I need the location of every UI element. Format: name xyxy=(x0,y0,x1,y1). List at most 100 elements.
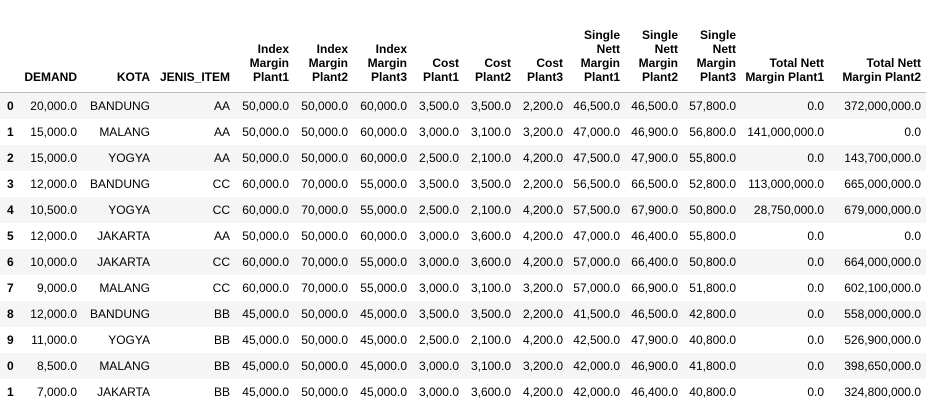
cell-cost-plant1: 3,500.0 xyxy=(418,99,459,113)
cell-single-nett-margin-plant2: 46,400.0 xyxy=(631,229,678,243)
cell-index-margin-plant2: 50,000.0 xyxy=(301,151,348,165)
column-header-cost-plant2: Cost Plant2 xyxy=(464,0,516,93)
cell-jenis-item: BB xyxy=(213,333,230,347)
cell-total-nett-margin-plant2: 372,000,000.0 xyxy=(844,99,921,113)
cell-index-margin-plant2: 70,000.0 xyxy=(301,281,348,295)
cell-kota: JAKARTA xyxy=(97,229,150,243)
cell-cost-plant2: 3,500.0 xyxy=(470,307,511,321)
cell-single-nett-margin-plant3: 50,800.0 xyxy=(689,255,736,269)
cell-index-margin-plant1: 45,000.0 xyxy=(242,359,289,373)
cell-total-nett-margin-plant1: 0.0 xyxy=(807,333,824,347)
column-header-single-nett-margin-plant1: Single Nett Margin Plant1 xyxy=(568,0,625,93)
cell-kota: YOGYA xyxy=(108,333,150,347)
cell-cost-plant3: 4,200.0 xyxy=(522,229,563,243)
cell-total-nett-margin-plant2: 398,650,000.0 xyxy=(844,359,921,373)
cell-index-margin-plant1: 45,000.0 xyxy=(242,307,289,321)
cell-cost-plant3: 2,200.0 xyxy=(522,307,563,321)
row-index: 5 xyxy=(7,229,14,243)
cell-cost-plant1: 3,000.0 xyxy=(418,125,459,139)
cell-cost-plant2: 3,100.0 xyxy=(470,281,511,295)
cell-jenis-item: AA xyxy=(213,99,230,113)
table-row: 9 11,000.0 YOGYA BB 45,000.0 50,000.0 45,000.0… xyxy=(0,327,926,353)
cell-single-nett-margin-plant2: 46,500.0 xyxy=(631,99,678,113)
column-header-index-margin-plant1: Index Margin Plant1 xyxy=(235,0,294,93)
cell-index-margin-plant1: 50,000.0 xyxy=(242,125,289,139)
cell-single-nett-margin-plant1: 57,000.0 xyxy=(573,255,620,269)
cell-single-nett-margin-plant3: 51,800.0 xyxy=(689,281,736,295)
cell-cost-plant2: 3,600.0 xyxy=(470,229,511,243)
cell-demand: 9,000.0 xyxy=(36,281,77,295)
cell-single-nett-margin-plant3: 41,800.0 xyxy=(689,359,736,373)
cell-total-nett-margin-plant1: 0.0 xyxy=(807,359,824,373)
cell-index-margin-plant1: 60,000.0 xyxy=(242,177,289,191)
cell-total-nett-margin-plant1: 0.0 xyxy=(807,281,824,295)
cell-cost-plant2: 3,600.0 xyxy=(470,385,511,399)
cell-index-margin-plant3: 45,000.0 xyxy=(360,333,407,347)
cell-jenis-item: BB xyxy=(213,385,230,399)
column-header-index-margin-plant2: Index Margin Plant2 xyxy=(294,0,353,93)
cell-demand: 7,000.0 xyxy=(36,385,77,399)
cell-jenis-item: AA xyxy=(213,229,230,243)
cell-kota: YOGYA xyxy=(108,203,150,217)
cell-demand: 10,500.0 xyxy=(30,203,77,217)
cell-single-nett-margin-plant3: 55,800.0 xyxy=(689,229,736,243)
cell-total-nett-margin-plant1: 113,000,000.0 xyxy=(748,177,824,191)
cell-index-margin-plant3: 55,000.0 xyxy=(360,281,407,295)
column-header-index-margin-plant3: Index Margin Plant3 xyxy=(353,0,412,93)
cell-index-margin-plant2: 70,000.0 xyxy=(301,255,348,269)
cell-total-nett-margin-plant2: 526,900,000.0 xyxy=(844,333,921,347)
cell-index-margin-plant3: 60,000.0 xyxy=(360,151,407,165)
row-index: 2 xyxy=(7,151,14,165)
cell-kota: BANDUNG xyxy=(89,307,150,321)
column-header-total-nett-margin-plant1: Total Nett Margin Plant1 xyxy=(741,0,829,93)
cell-cost-plant3: 3,200.0 xyxy=(522,125,563,139)
cell-total-nett-margin-plant1: 28,750,000.0 xyxy=(753,203,824,217)
cell-single-nett-margin-plant1: 42,500.0 xyxy=(573,333,620,347)
cell-cost-plant2: 3,500.0 xyxy=(470,177,511,191)
cell-cost-plant2: 2,100.0 xyxy=(470,151,511,165)
cell-index-margin-plant1: 50,000.0 xyxy=(242,99,289,113)
cell-cost-plant2: 3,100.0 xyxy=(470,125,511,139)
cell-demand: 12,000.0 xyxy=(30,307,77,321)
row-index: 6 xyxy=(7,255,14,269)
column-header-total-nett-margin-plant2: Total Nett Margin Plant2 xyxy=(829,0,926,93)
cell-single-nett-margin-plant3: 40,800.0 xyxy=(689,385,736,399)
table-row: 0 20,000.0 BANDUNG AA 50,000.0 50,000.0 60,000… xyxy=(0,92,926,119)
cell-kota: YOGYA xyxy=(108,151,150,165)
cell-cost-plant2: 2,100.0 xyxy=(470,333,511,347)
cell-index-margin-plant3: 45,000.0 xyxy=(360,359,407,373)
cell-total-nett-margin-plant1: 0.0 xyxy=(807,307,824,321)
cell-kota: BANDUNG xyxy=(89,99,150,113)
cell-index-margin-plant3: 60,000.0 xyxy=(360,125,407,139)
table-row: 1 15,000.0 MALANG AA 50,000.0 50,000.0 60,000.… xyxy=(0,119,926,145)
cell-index-margin-plant3: 45,000.0 xyxy=(360,385,407,399)
cell-cost-plant3: 2,200.0 xyxy=(522,177,563,191)
column-header-cost-plant1: Cost Plant1 xyxy=(412,0,464,93)
cell-demand: 12,000.0 xyxy=(30,229,77,243)
column-header-single-nett-margin-plant3: Single Nett Margin Plant3 xyxy=(683,0,741,93)
cell-cost-plant1: 3,000.0 xyxy=(418,229,459,243)
cell-index-margin-plant3: 55,000.0 xyxy=(360,177,407,191)
row-index: 3 xyxy=(7,177,14,191)
cell-total-nett-margin-plant2: 0.0 xyxy=(904,229,921,243)
column-header-kota: KOTA xyxy=(82,0,155,93)
cell-index-margin-plant3: 45,000.0 xyxy=(360,307,407,321)
cell-index-margin-plant1: 45,000.0 xyxy=(242,385,289,399)
cell-single-nett-margin-plant3: 40,800.0 xyxy=(689,333,736,347)
cell-total-nett-margin-plant1: 0.0 xyxy=(807,255,824,269)
table-row: 4 10,500.0 YOGYA CC 60,000.0 70,000.0 55,000.0… xyxy=(0,197,926,223)
table-row: 2 15,000.0 YOGYA AA 50,000.0 50,000.0 60,000.0… xyxy=(0,145,926,171)
cell-index-margin-plant3: 60,000.0 xyxy=(360,229,407,243)
cell-single-nett-margin-plant2: 66,400.0 xyxy=(631,255,678,269)
cell-kota: MALANG xyxy=(99,125,150,139)
cell-single-nett-margin-plant2: 46,900.0 xyxy=(631,359,678,373)
cell-cost-plant1: 3,500.0 xyxy=(418,177,459,191)
table-row: 7 9,000.0 MALANG CC 60,000.0 70,000.0 55,000.0… xyxy=(0,275,926,301)
cell-index-margin-plant3: 55,000.0 xyxy=(360,203,407,217)
cell-index-margin-plant2: 50,000.0 xyxy=(301,385,348,399)
row-index: 1 xyxy=(7,125,14,139)
table-body: 0 20,000.0 BANDUNG AA 50,000.0 50,000.0 60,000… xyxy=(0,92,926,405)
cell-cost-plant3: 4,200.0 xyxy=(522,385,563,399)
cell-total-nett-margin-plant2: 0.0 xyxy=(904,125,921,139)
